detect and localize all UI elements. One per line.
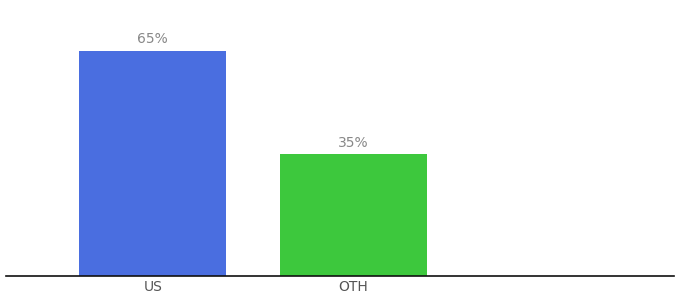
Bar xyxy=(79,51,226,276)
Text: 35%: 35% xyxy=(338,136,369,150)
Text: 65%: 65% xyxy=(137,32,168,46)
Bar xyxy=(279,154,427,276)
